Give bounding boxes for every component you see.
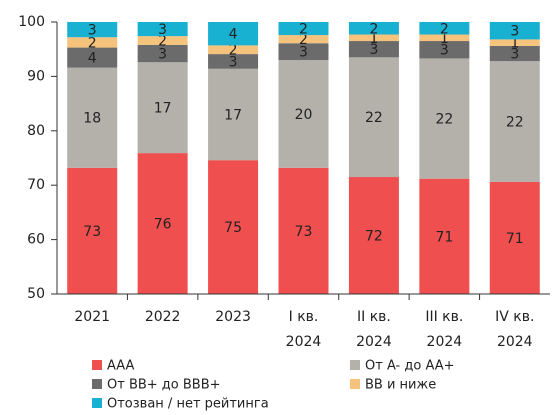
value-label: 2 (369, 21, 378, 37)
value-label: 17 (224, 107, 242, 123)
value-label: 75 (224, 220, 242, 236)
legend-label: BB и ниже (365, 378, 436, 393)
bar-segment (489, 181, 540, 294)
y-tick-label: 80 (27, 123, 45, 139)
bar-segment (67, 22, 118, 38)
x-tick-label: I кв. (289, 309, 319, 325)
value-label: 2 (299, 32, 308, 48)
value-label: 22 (365, 110, 383, 126)
value-label: 2 (229, 43, 238, 59)
legend-label: Отозван / нет рейтинга (107, 397, 269, 412)
x-tick-label: IV кв. (495, 309, 534, 325)
value-label: 2 (88, 35, 97, 51)
bar-segment (419, 34, 470, 42)
bar-segment (208, 45, 259, 55)
bar-segment (419, 22, 470, 35)
bar-segment (137, 153, 188, 294)
value-label: 3 (299, 45, 308, 61)
bar-segment (348, 57, 399, 178)
value-label: 1 (440, 31, 449, 47)
value-label: 3 (88, 23, 97, 39)
value-label: 4 (229, 27, 238, 43)
value-label: 71 (435, 229, 453, 245)
y-tick-label: 70 (27, 177, 45, 193)
legend-swatch (350, 379, 360, 389)
bar-segment (348, 41, 399, 58)
value-label: 22 (506, 115, 524, 131)
bar-segment (278, 167, 329, 294)
value-label: 3 (229, 54, 238, 70)
value-label: 3 (158, 47, 167, 63)
bar-segment (137, 44, 188, 63)
value-label: 2 (440, 21, 449, 37)
bar-segment (348, 34, 399, 42)
bar-segment (419, 58, 470, 179)
x-tick-label: II кв. (357, 309, 391, 325)
legend-swatch (350, 360, 360, 370)
value-label: 71 (506, 231, 524, 247)
bar-segment (208, 68, 259, 161)
bar-segment (419, 41, 470, 59)
value-label: 3 (510, 24, 519, 40)
value-label: 3 (440, 43, 449, 59)
bar-segment (489, 22, 540, 40)
legend-label: AAA (107, 359, 135, 374)
x-tick-label: 2023 (215, 309, 251, 325)
x-tick-label: 2021 (74, 309, 110, 325)
value-label: 2 (158, 33, 167, 49)
y-tick-label: 50 (27, 286, 45, 302)
legend-label: От A- до AA+ (365, 359, 454, 374)
bar-segment (208, 22, 259, 46)
value-label: 3 (510, 47, 519, 63)
bar-segment (137, 62, 188, 154)
bar-segment (67, 37, 118, 48)
bar-segment (208, 160, 259, 294)
value-label: 20 (295, 107, 313, 123)
bar-segment (348, 177, 399, 294)
bar-segment (278, 22, 329, 36)
value-label: 4 (88, 51, 97, 67)
x-tick-label: 2024 (427, 334, 463, 350)
legend-label: От BB+ до BBB+ (107, 378, 221, 393)
value-label: 22 (435, 112, 453, 128)
bar-segment (208, 54, 259, 69)
value-label: 73 (83, 224, 101, 240)
bar-segment (278, 43, 329, 61)
bar-segment (67, 67, 118, 168)
bar-segment (278, 60, 329, 168)
bar-segment (67, 47, 118, 68)
value-label: 72 (365, 229, 383, 245)
x-tick-label: 2022 (145, 309, 181, 325)
value-label: 17 (154, 101, 172, 117)
legend-swatch (92, 379, 102, 389)
bar-segment (419, 178, 470, 294)
bar-segment (137, 22, 188, 37)
x-tick-label: III кв. (425, 309, 463, 325)
value-label: 2 (299, 22, 308, 38)
y-tick-label: 60 (27, 232, 45, 248)
value-label: 76 (154, 217, 172, 233)
bar-segment (489, 45, 540, 62)
bar-segment (489, 61, 540, 182)
bar-segment (67, 167, 118, 294)
value-label: 3 (158, 22, 167, 38)
bar-segment (489, 39, 540, 46)
value-label: 18 (83, 111, 101, 127)
legend-swatch (92, 360, 102, 370)
value-label: 3 (369, 42, 378, 58)
bar-segment (278, 35, 329, 44)
x-tick-label: 2024 (356, 334, 392, 350)
x-tick-label: 2024 (286, 334, 322, 350)
value-label: 1 (510, 36, 519, 52)
x-tick-label: 2024 (497, 334, 533, 350)
value-label: 1 (369, 31, 378, 47)
bar-segment (137, 36, 188, 45)
y-tick-label: 100 (18, 14, 45, 30)
bar-segment (348, 22, 399, 35)
legend-swatch (92, 398, 102, 408)
value-label: 73 (295, 224, 313, 240)
y-tick-label: 90 (27, 68, 45, 84)
